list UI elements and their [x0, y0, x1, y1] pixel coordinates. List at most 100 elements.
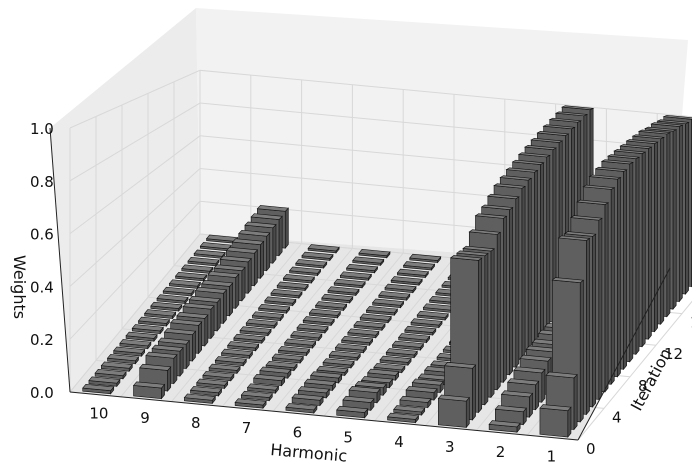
- bar-top-face: [542, 124, 576, 130]
- bar-top-face: [539, 404, 572, 412]
- bar-h8-it19: [301, 251, 334, 262]
- bar-top-face: [327, 286, 360, 294]
- bar-top-face: [100, 361, 133, 369]
- bar-top-face: [250, 213, 283, 220]
- bar-top-face: [494, 405, 527, 413]
- bar-top-face: [353, 321, 386, 329]
- bar-top-face: [251, 311, 285, 319]
- bar-top-face: [345, 263, 379, 271]
- bar-side-face: [173, 353, 178, 385]
- x-tick-label: 8: [191, 414, 201, 432]
- bar-top-face: [493, 183, 526, 189]
- bar-top-face: [393, 405, 426, 413]
- bar-top-face: [449, 255, 483, 261]
- bar-top-face: [301, 251, 334, 259]
- bar-top-face: [113, 346, 146, 354]
- bar-h6-it20: [409, 253, 442, 264]
- bar-top-face: [307, 244, 340, 252]
- bar-h10-it6: [119, 339, 152, 350]
- bar-top-face: [486, 193, 520, 200]
- bar-top-face: [181, 264, 214, 272]
- bar-side-face: [179, 346, 184, 377]
- bar-h10-it3: [100, 361, 133, 373]
- bar-top-face: [259, 366, 292, 374]
- bar-top-face: [200, 280, 234, 287]
- bar-top-face: [151, 344, 184, 352]
- bar-side-face: [278, 215, 283, 257]
- bar-top-face: [256, 205, 290, 212]
- bar-h4-it0: [386, 412, 420, 424]
- bar-h10-it13: [162, 286, 195, 297]
- y-tick-label: 16: [690, 314, 692, 332]
- bar-top-face: [631, 134, 665, 140]
- bar-h10-it5: [113, 346, 146, 358]
- bar-side-face: [247, 257, 252, 295]
- bar-top-face: [650, 122, 684, 127]
- bar-top-face: [264, 296, 297, 304]
- bar-top-face: [513, 366, 546, 374]
- bar-side-face: [535, 380, 540, 411]
- bar-top-face: [359, 313, 392, 321]
- bar-h8-it1: [189, 386, 223, 397]
- bar-top-face: [554, 111, 589, 117]
- bar-h8-it11: [251, 311, 285, 322]
- bar-side-face: [235, 273, 240, 310]
- bar-top-face: [511, 159, 545, 165]
- bar-top-face: [507, 378, 540, 386]
- bar-h8-it6: [220, 348, 254, 360]
- bars: [82, 105, 692, 438]
- bar-h8-it2: [196, 378, 229, 390]
- bar-top-face: [144, 309, 177, 317]
- bar-front-face: [438, 398, 467, 428]
- bar-side-face: [573, 373, 578, 431]
- bar-top-face: [238, 229, 271, 237]
- bar-top-face: [219, 255, 252, 263]
- bar-h6-it9: [341, 335, 374, 347]
- bar-side-face: [465, 396, 470, 429]
- bar-top-face: [545, 371, 578, 379]
- bar-side-face: [534, 169, 538, 346]
- bar-top-face: [322, 358, 355, 366]
- z-axis-label: Weights: [10, 255, 29, 319]
- bar-h8-it14: [270, 289, 303, 299]
- bar-h7-it11: [302, 316, 335, 327]
- bar-top-face: [244, 221, 277, 229]
- bar-top-face: [576, 199, 610, 205]
- bar-side-face: [604, 202, 609, 393]
- bar-h10-it4: [106, 354, 140, 365]
- bar-side-face: [198, 321, 203, 355]
- bar-top-face: [480, 204, 514, 210]
- bar-side-face: [254, 249, 258, 287]
- bar-h7-it7: [277, 346, 311, 357]
- bar-side-face: [490, 248, 495, 399]
- bar-side-face: [666, 132, 671, 318]
- bar-top-face: [310, 371, 343, 379]
- bar-top-face: [199, 242, 232, 250]
- bar-h4-it1: [393, 405, 426, 416]
- bar-h10-it8: [131, 324, 164, 335]
- bar-h8-it15: [276, 281, 309, 292]
- y-tick-label: 8: [638, 377, 648, 395]
- bar-side-face: [509, 207, 513, 376]
- bar-h2-it0: [488, 420, 521, 434]
- bar-h6-it1: [291, 393, 324, 407]
- bar-top-face: [613, 149, 647, 154]
- x-tick-label: 7: [242, 419, 252, 437]
- bar-h7-it14: [321, 293, 354, 304]
- bar-top-face: [536, 131, 570, 136]
- bar-side-face: [192, 330, 196, 362]
- bar-top-face: [183, 393, 216, 401]
- bar-front-face: [539, 407, 569, 438]
- x-tick-label: 6: [293, 424, 303, 442]
- bar-top-face: [170, 318, 203, 326]
- bar-top-face: [276, 281, 309, 289]
- bar-top-face: [462, 245, 495, 252]
- bar-h8-it10: [245, 318, 278, 330]
- bar-side-face: [660, 136, 665, 325]
- bar-h5-it0: [336, 405, 369, 419]
- bar-top-face: [385, 348, 418, 356]
- bar-side-face: [629, 161, 634, 363]
- bar-top-face: [499, 175, 533, 181]
- bar-side-face: [496, 231, 501, 391]
- bar-top-face: [157, 337, 190, 345]
